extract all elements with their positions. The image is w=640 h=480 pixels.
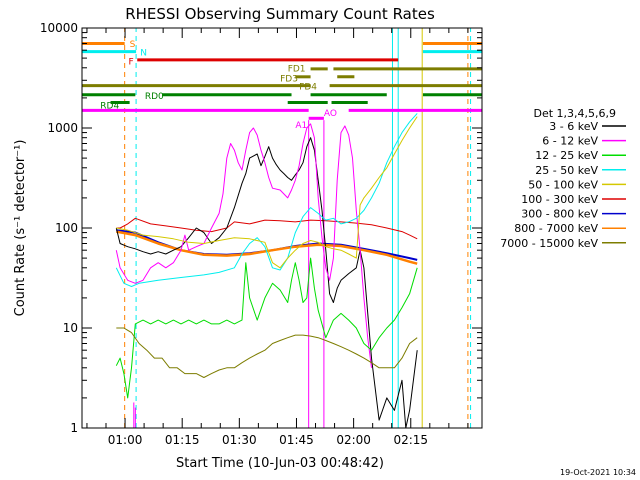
flag-label-s: S [130, 40, 136, 50]
flag-label-ao: AO [324, 109, 337, 119]
flag-label-fd3: FD3 [280, 74, 298, 84]
series-line-2 [116, 230, 418, 265]
flag-label-f: F [128, 57, 133, 67]
chart-title: RHESSI Observing Summary Count Rates [125, 5, 435, 23]
x-tick-label: 01:00 [108, 433, 143, 447]
x-tick-label: 01:30 [222, 433, 257, 447]
legend-label: 12 - 25 keV [535, 149, 598, 162]
y-tick-label: 1 [70, 421, 78, 435]
flag-label-rd4: RD4 [100, 101, 119, 111]
legend-label: 100 - 300 keV [521, 193, 598, 206]
legend-title: Det 1,3,4,5,6,9 [533, 107, 616, 120]
series-line-4 [115, 137, 418, 428]
y-axis-label: Count Rate (s⁻¹ detector⁻¹) [13, 140, 28, 317]
y-tick-label: 1000 [47, 121, 78, 135]
flag-label-n: N [140, 49, 147, 59]
series-line-3 [116, 217, 418, 240]
x-tick-label: 01:45 [279, 433, 314, 447]
legend-label: 7000 - 15000 keV [500, 237, 598, 250]
series-line-5 [115, 123, 372, 368]
flag-label-fd1: FD1 [288, 64, 306, 74]
legend-label: 3 - 6 keV [549, 120, 598, 133]
legend-label: 6 - 12 keV [542, 135, 598, 148]
axes-layer: 01:00 01:15 01:30 01:45 02:00 02:15 1 10 100 1000… [40, 21, 483, 447]
y-tick-label: 100 [55, 221, 78, 235]
flag-label-rd0: RD0 [145, 92, 164, 102]
legend-label: 800 - 7000 keV [514, 222, 598, 235]
legend-label: 25 - 50 keV [535, 164, 598, 177]
footer-timestamp: 19-Oct-2021 10:34 [560, 468, 636, 477]
flag-label-a1: A1 [295, 121, 307, 131]
y-tick-label: 10000 [40, 21, 78, 35]
series-line-7 [116, 116, 418, 269]
x-axis-label: Start Time (10-Jun-03 00:48:42) [176, 456, 384, 471]
series-line-6 [115, 113, 418, 287]
x-tick-label: 02:15 [393, 433, 428, 447]
plot-layer [82, 28, 482, 428]
legend-label: 50 - 100 keV [528, 178, 598, 191]
series-line-9 [116, 327, 418, 378]
x-tick-label: 01:15 [165, 433, 200, 447]
x-tick-label: 02:00 [336, 433, 371, 447]
y-tick-label: 10 [63, 321, 78, 335]
flag-label-fd4: FD4 [299, 83, 317, 93]
series-line-8 [115, 257, 418, 399]
legend-label: 300 - 800 keV [521, 208, 598, 221]
